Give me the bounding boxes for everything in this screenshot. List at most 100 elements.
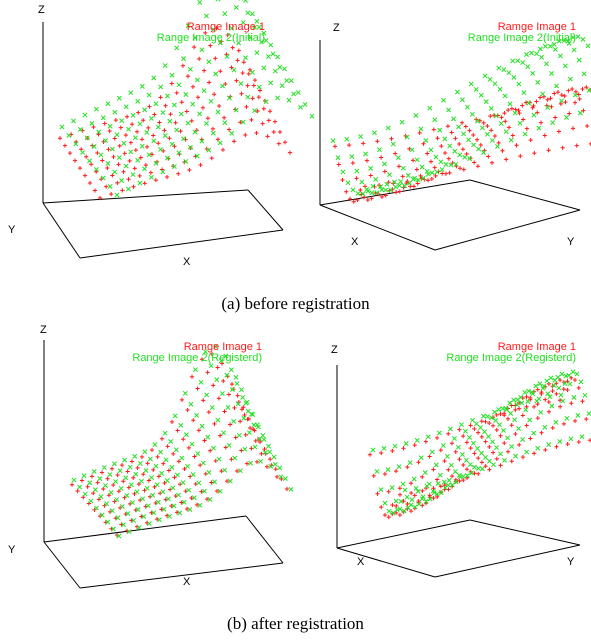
image1-point <box>185 407 190 413</box>
image2-point <box>525 64 531 70</box>
image2-point <box>535 445 541 451</box>
image2-point <box>124 493 130 498</box>
image1-point <box>111 154 116 159</box>
image2-point <box>535 79 541 85</box>
image1-point <box>431 486 436 491</box>
image2-point <box>128 482 134 488</box>
image1-point <box>277 129 283 135</box>
image1-point <box>221 378 226 384</box>
image2-point <box>153 160 159 166</box>
image1-point <box>397 486 402 491</box>
image1-point <box>382 512 388 518</box>
image1-point <box>379 504 384 510</box>
image2-point <box>215 417 221 423</box>
image2-point <box>549 70 554 76</box>
image1-point <box>258 439 263 445</box>
image1-cloud <box>332 85 591 204</box>
image1-point <box>121 169 126 174</box>
image2-point <box>373 176 379 182</box>
image2-point <box>512 417 518 423</box>
image2-point <box>409 497 415 503</box>
image1-point <box>412 443 417 448</box>
image2-point <box>410 176 416 182</box>
image1-point <box>552 91 557 96</box>
image1-point <box>539 430 544 435</box>
image2-point <box>204 392 210 398</box>
image1-point <box>498 433 503 438</box>
image2-point <box>112 461 117 467</box>
image1-point <box>244 104 249 109</box>
image1-point <box>425 151 430 156</box>
z-axis-label: Z <box>333 22 340 34</box>
image1-point <box>156 474 161 479</box>
image2-point <box>502 457 507 463</box>
image1-point <box>485 123 490 129</box>
plot-a-left <box>42 0 315 259</box>
image2-point <box>468 470 474 476</box>
image1-point <box>410 158 416 163</box>
image2-point <box>122 457 128 463</box>
image2-point <box>554 83 559 89</box>
image2-point <box>275 54 281 60</box>
image2-point <box>439 167 445 172</box>
image1-point <box>560 145 565 150</box>
image1-point <box>543 447 548 452</box>
image2-point <box>452 148 458 154</box>
image2-point <box>169 464 175 470</box>
image2-point <box>398 499 404 504</box>
image2-point <box>407 460 413 466</box>
image2-point <box>240 119 246 125</box>
image2-point <box>447 143 453 149</box>
image2-point <box>471 142 477 148</box>
image2-point <box>164 478 170 484</box>
image1-point <box>157 120 162 125</box>
image2-point <box>137 121 143 127</box>
image1-point <box>433 173 438 179</box>
image2-point <box>441 97 447 103</box>
image1-point <box>438 448 443 453</box>
image2-point <box>530 70 536 76</box>
image2-point <box>397 183 402 189</box>
image1-point <box>120 188 125 193</box>
image2-point <box>236 432 242 438</box>
image1-point <box>449 441 455 446</box>
image2-point <box>192 367 198 373</box>
image2-point <box>536 125 542 131</box>
image1-point <box>435 136 440 141</box>
image1-point <box>457 427 462 432</box>
image1-point <box>472 426 477 431</box>
image1-point <box>361 141 366 146</box>
image2-point <box>384 181 390 187</box>
side-axis-line <box>469 519 581 546</box>
image2-point <box>446 107 452 113</box>
image2-point <box>413 485 419 491</box>
image2-point <box>416 501 422 507</box>
image1-point <box>163 103 168 108</box>
image2-point <box>434 169 440 175</box>
image1-point <box>457 457 462 462</box>
image2-point <box>383 187 389 193</box>
image2-point <box>359 179 365 185</box>
z-axis-label: Z <box>38 4 45 16</box>
image1-point <box>464 467 470 472</box>
image2-point <box>92 487 98 493</box>
image1-point <box>401 446 406 451</box>
image1-point <box>271 129 276 135</box>
image2-point <box>478 92 484 98</box>
image1-point <box>420 488 425 493</box>
image2-point <box>84 135 90 141</box>
image2-point <box>201 88 207 94</box>
image2-point <box>261 65 267 71</box>
image1-cloud <box>69 351 290 538</box>
image1-point <box>517 406 522 411</box>
image1-point <box>128 140 133 145</box>
image2-point <box>166 496 171 502</box>
image2-point <box>409 147 415 153</box>
image1-point <box>396 164 402 169</box>
image2-point <box>330 138 336 144</box>
image1-point <box>249 446 254 451</box>
image1-point <box>416 460 421 465</box>
image2-point <box>542 424 548 430</box>
image1-point <box>546 399 551 405</box>
image2-point <box>566 372 572 378</box>
